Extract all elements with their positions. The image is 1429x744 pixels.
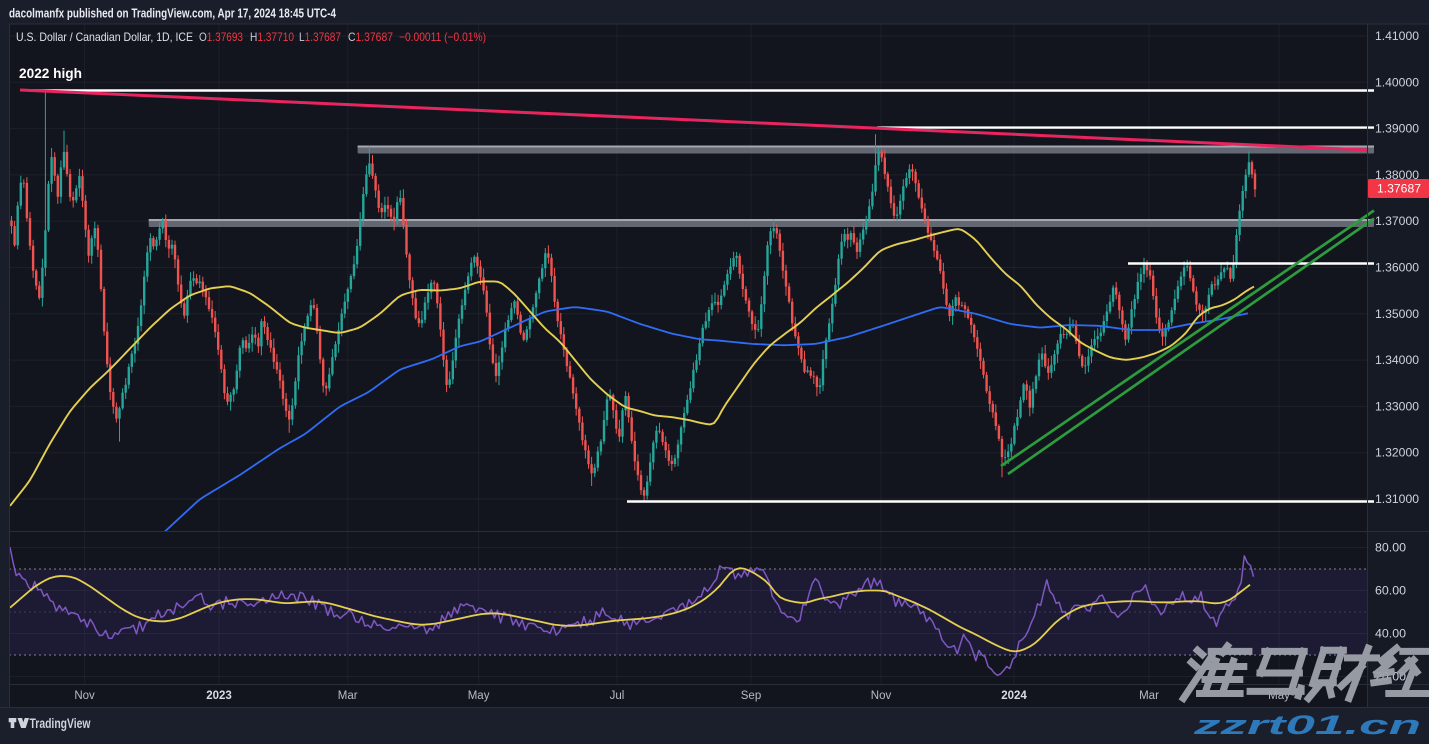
svg-text:40.00: 40.00: [1375, 627, 1406, 641]
svg-text:Nov: Nov: [871, 690, 892, 702]
svg-text:Sep: Sep: [741, 690, 761, 702]
svg-text:1.40000: 1.40000: [1375, 75, 1419, 89]
svg-text:1.34000: 1.34000: [1375, 353, 1419, 367]
svg-text:zzrt01.cn: zzrt01.cn: [1192, 710, 1421, 739]
svg-text:Mar: Mar: [338, 690, 358, 702]
svg-text:1.36000: 1.36000: [1375, 261, 1419, 275]
svg-text:Mar: Mar: [1139, 690, 1159, 702]
svg-text:H1.37710: H1.37710: [250, 30, 294, 44]
svg-text:1.31000: 1.31000: [1375, 492, 1419, 506]
svg-text:1.32000: 1.32000: [1375, 446, 1419, 460]
svg-text:Jul: Jul: [610, 690, 625, 702]
svg-text:L1.37687: L1.37687: [299, 30, 341, 44]
svg-text:1.39000: 1.39000: [1375, 122, 1419, 136]
svg-text:1.41000: 1.41000: [1375, 29, 1419, 43]
svg-text:Nov: Nov: [74, 690, 95, 702]
svg-text:1.37000: 1.37000: [1375, 214, 1419, 228]
svg-text:−0.00011 (−0.01%): −0.00011 (−0.01%): [399, 30, 486, 44]
svg-text:60.00: 60.00: [1375, 584, 1406, 598]
svg-text:May: May: [468, 690, 490, 702]
svg-text:1.33000: 1.33000: [1375, 399, 1419, 413]
svg-text:U.S. Dollar / Canadian Dollar,: U.S. Dollar / Canadian Dollar, 1D, ICE: [16, 30, 193, 44]
svg-text:80.00: 80.00: [1375, 541, 1406, 555]
svg-text:1.35000: 1.35000: [1375, 307, 1419, 321]
svg-text:1.38000: 1.38000: [1375, 168, 1419, 182]
svg-text:2023: 2023: [206, 690, 232, 702]
svg-text:O1.37693: O1.37693: [199, 30, 243, 44]
svg-text:2024: 2024: [1001, 690, 1027, 702]
svg-text:TradingView: TradingView: [30, 715, 91, 731]
svg-text:1.37687: 1.37687: [1377, 182, 1421, 196]
svg-text:2022 high: 2022 high: [19, 65, 82, 81]
svg-text:dacolmanfx published on Tradin: dacolmanfx published on TradingView.com,…: [9, 7, 336, 21]
svg-text:C1.37687: C1.37687: [348, 30, 393, 44]
